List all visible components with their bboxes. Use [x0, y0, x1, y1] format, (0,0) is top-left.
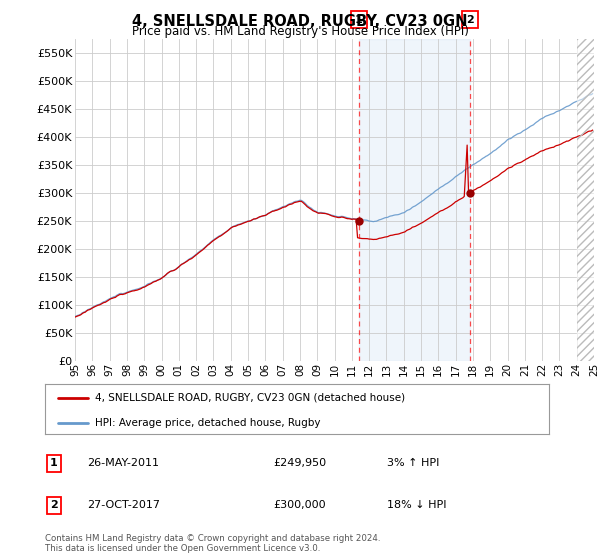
Text: 18% ↓ HPI: 18% ↓ HPI	[387, 500, 446, 510]
Text: Contains HM Land Registry data © Crown copyright and database right 2024.
This d: Contains HM Land Registry data © Crown c…	[45, 534, 380, 553]
Text: 4, SNELLSDALE ROAD, RUGBY, CV23 0GN: 4, SNELLSDALE ROAD, RUGBY, CV23 0GN	[132, 14, 468, 29]
Text: 3% ↑ HPI: 3% ↑ HPI	[387, 458, 439, 468]
Text: 26-MAY-2011: 26-MAY-2011	[87, 458, 159, 468]
Text: Price paid vs. HM Land Registry's House Price Index (HPI): Price paid vs. HM Land Registry's House …	[131, 25, 469, 38]
Text: 2: 2	[466, 15, 474, 25]
Text: £300,000: £300,000	[273, 500, 326, 510]
Bar	[359, 39, 470, 361]
Text: HPI: Average price, detached house, Rugby: HPI: Average price, detached house, Rugb…	[95, 418, 321, 428]
Text: 4, SNELLSDALE ROAD, RUGBY, CV23 0GN (detached house): 4, SNELLSDALE ROAD, RUGBY, CV23 0GN (det…	[95, 393, 406, 403]
Text: £249,950: £249,950	[273, 458, 326, 468]
Bar	[577, 39, 594, 361]
Text: 1: 1	[355, 15, 363, 25]
Text: 27-OCT-2017: 27-OCT-2017	[87, 500, 160, 510]
Text: 1: 1	[50, 458, 58, 468]
Text: 2: 2	[50, 500, 58, 510]
